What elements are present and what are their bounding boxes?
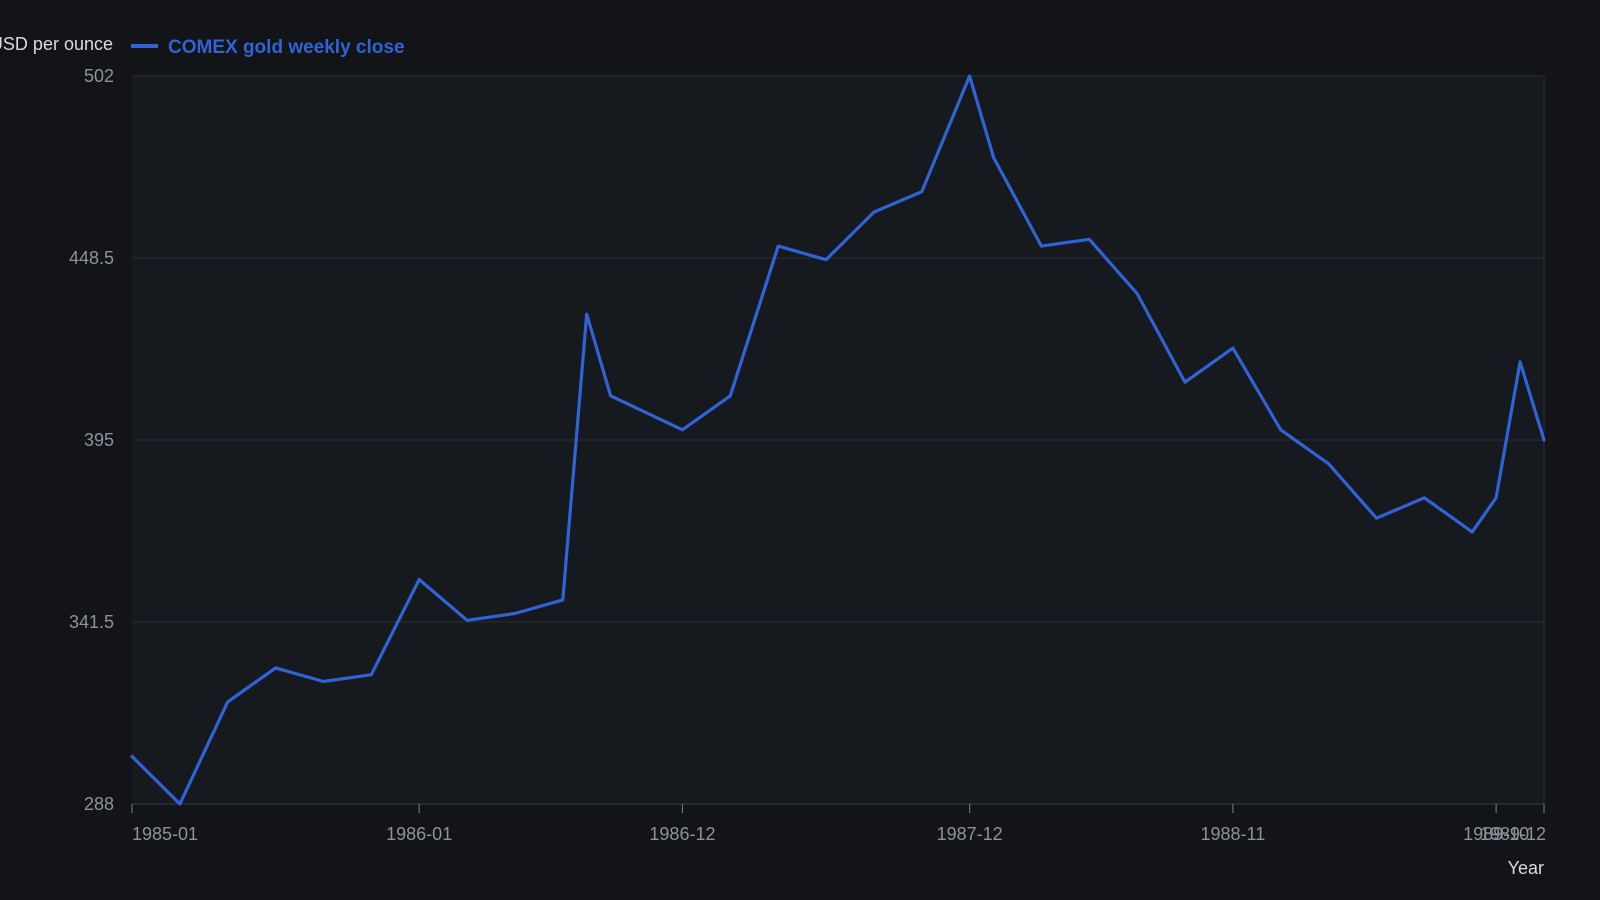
y-tick-label: 341.5	[69, 612, 114, 632]
x-tick-label: 1989-10	[1463, 824, 1529, 844]
x-tick-label: 1986-01	[386, 824, 452, 844]
series-line	[130, 74, 1546, 806]
x-tick-label: 1987-12	[937, 824, 1003, 844]
series-layer	[130, 74, 1546, 806]
y-tick-label: 395	[84, 430, 114, 450]
legend: COMEX gold weekly close	[131, 37, 405, 58]
x-tick-label: 1989-12	[1480, 824, 1546, 844]
y-axis-title: USD per ounce	[0, 34, 113, 54]
x-tick-label: 1985-01	[132, 824, 198, 844]
x-tick-label: 1986-12	[649, 824, 715, 844]
y-tick-label: 448.5	[69, 248, 114, 268]
y-tick-label: 288	[84, 794, 114, 814]
legend-label: COMEX gold weekly close	[168, 37, 405, 58]
x-axis-title: Year	[1508, 858, 1544, 878]
grid	[132, 75, 1545, 805]
x-tick-label: 1988-11	[1201, 824, 1266, 844]
y-tick-label: 502	[84, 66, 114, 86]
axes: 288 341.5 395 448.5 502 1985-01 1986-01 1986-12…	[69, 66, 1546, 844]
